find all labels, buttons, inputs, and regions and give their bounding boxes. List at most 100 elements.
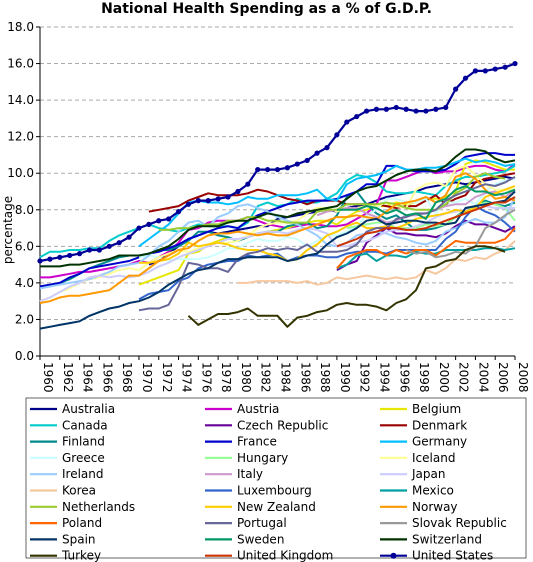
series-line-czech-republic (336, 219, 516, 271)
series-line-united-kingdom (336, 196, 516, 248)
data-point-united-states (403, 106, 409, 112)
series-line-canada (39, 165, 516, 259)
series-line-new-zealand (139, 185, 516, 264)
legend-label-sweden: Sweden (237, 532, 284, 546)
legend-label-denmark: Denmark (412, 418, 467, 432)
data-point-united-states (294, 161, 300, 167)
x-tick-label: 2000 (437, 362, 451, 393)
legend-label-new-zealand: New Zealand (237, 500, 316, 514)
data-point-united-states (334, 132, 340, 138)
x-tick-label: 2008 (516, 362, 530, 393)
data-point-united-states (205, 198, 211, 204)
data-point-united-states (472, 68, 479, 74)
series-line-japan (39, 205, 515, 303)
data-point-united-states (492, 66, 498, 72)
series-line-korea (237, 240, 516, 286)
legend-box (25, 397, 527, 559)
data-point-united-states (354, 113, 360, 120)
y-tick-label: 2.0 (15, 312, 34, 326)
series-line-portugal (138, 176, 516, 312)
data-point-united-states (413, 108, 419, 114)
data-point-united-states (67, 252, 73, 259)
legend-label-luxembourg: Luxembourg (237, 484, 312, 498)
y-tick-label: 12.0 (7, 130, 34, 144)
legend-label-netherlands: Netherlands (62, 500, 135, 514)
data-point-united-states (314, 150, 320, 156)
data-point-united-states (363, 108, 370, 114)
x-tick-label: 1986 (298, 362, 312, 393)
x-tick-label: 1998 (417, 362, 431, 393)
y-tick-label: 14.0 (7, 93, 34, 107)
data-point-united-states (136, 225, 142, 231)
data-point-united-states (96, 247, 102, 253)
data-point-united-states (433, 106, 439, 112)
legend-label-united-states: United States (412, 549, 493, 562)
legend-label-slovak-republic: Slovak Republic (412, 516, 507, 530)
series-line-norway (39, 172, 516, 304)
x-tick-label: 1972 (160, 362, 174, 393)
data-point-united-states (235, 188, 241, 195)
y-tick-label: 16.0 (7, 57, 34, 71)
series-line-turkey (187, 245, 506, 328)
series-line-iceland (39, 164, 515, 303)
data-point-united-states (462, 75, 469, 81)
x-tick-label: 1988 (318, 362, 332, 393)
x-tick-label: 1964 (81, 362, 95, 393)
data-point-united-states (453, 86, 459, 92)
legend-label-australia: Australia (62, 402, 115, 416)
data-point-united-states (373, 106, 380, 112)
data-point-united-states (225, 194, 231, 200)
data-point-united-states (245, 181, 251, 187)
x-tick-label: 1994 (377, 362, 391, 393)
data-point-united-states (344, 119, 350, 125)
gridlines (40, 26, 515, 320)
legend-label-hungary: Hungary (237, 451, 288, 465)
data-point-united-states (156, 218, 162, 224)
legend-label-canada: Canada (62, 418, 108, 432)
y-axis-label: percentage (1, 196, 15, 264)
data-point-united-states (324, 145, 330, 151)
series-line-poland (336, 227, 516, 269)
legend-label-belgium: Belgium (412, 402, 461, 416)
data-point-united-states (76, 251, 83, 257)
legend-label-germany: Germany (412, 435, 467, 449)
data-point-united-states (423, 108, 429, 114)
data-point-united-states (185, 201, 192, 207)
legend: Australia Austria Belgium Canada Czech Repub… (30, 402, 507, 562)
series-line-sweden (336, 185, 516, 220)
data-point-united-states (274, 166, 281, 173)
legend-label-finland: Finland (62, 435, 105, 449)
data-point-united-states (304, 157, 310, 164)
series-line-italy (316, 188, 516, 224)
data-point-united-states (146, 221, 152, 227)
legend-label-japan: Japan (411, 467, 445, 481)
legend-marker-united-states (390, 552, 397, 559)
x-tick-label: 1970 (140, 362, 154, 393)
data-point-united-states (215, 196, 221, 202)
legend-label-turkey: Turkey (61, 549, 101, 562)
legend-label-greece: Greece (62, 451, 105, 465)
y-tick-label: 10.0 (7, 166, 34, 180)
x-tick-label: 1976 (199, 362, 213, 393)
x-tick-label: 1968 (120, 362, 134, 393)
x-tick-label: 2002 (457, 362, 471, 393)
legend-label-poland: Poland (62, 516, 102, 530)
data-point-united-states (116, 240, 122, 246)
data-point-united-states (57, 254, 63, 260)
legend-label-ireland: Ireland (62, 467, 104, 481)
data-point-united-states (383, 106, 389, 112)
legend-label-switzerland: Switzerland (412, 532, 482, 546)
data-point-united-states (195, 198, 201, 204)
series-line-mexico (336, 247, 516, 270)
data-point-united-states (166, 216, 172, 222)
legend-label-portugal: Portugal (237, 516, 287, 530)
x-tick-label: 2004 (476, 362, 490, 393)
data-point-united-states (443, 104, 449, 111)
legend-label-norway: Norway (412, 500, 458, 514)
legend-label-spain: Spain (62, 532, 96, 546)
series-line-spain (39, 190, 516, 330)
legend-label-italy: Italy (237, 467, 263, 481)
y-tick-label: 4.0 (15, 276, 34, 290)
chart-title: National Health Spending as a % of G.D.P… (101, 1, 432, 17)
x-tick-label: 1984 (279, 362, 293, 393)
